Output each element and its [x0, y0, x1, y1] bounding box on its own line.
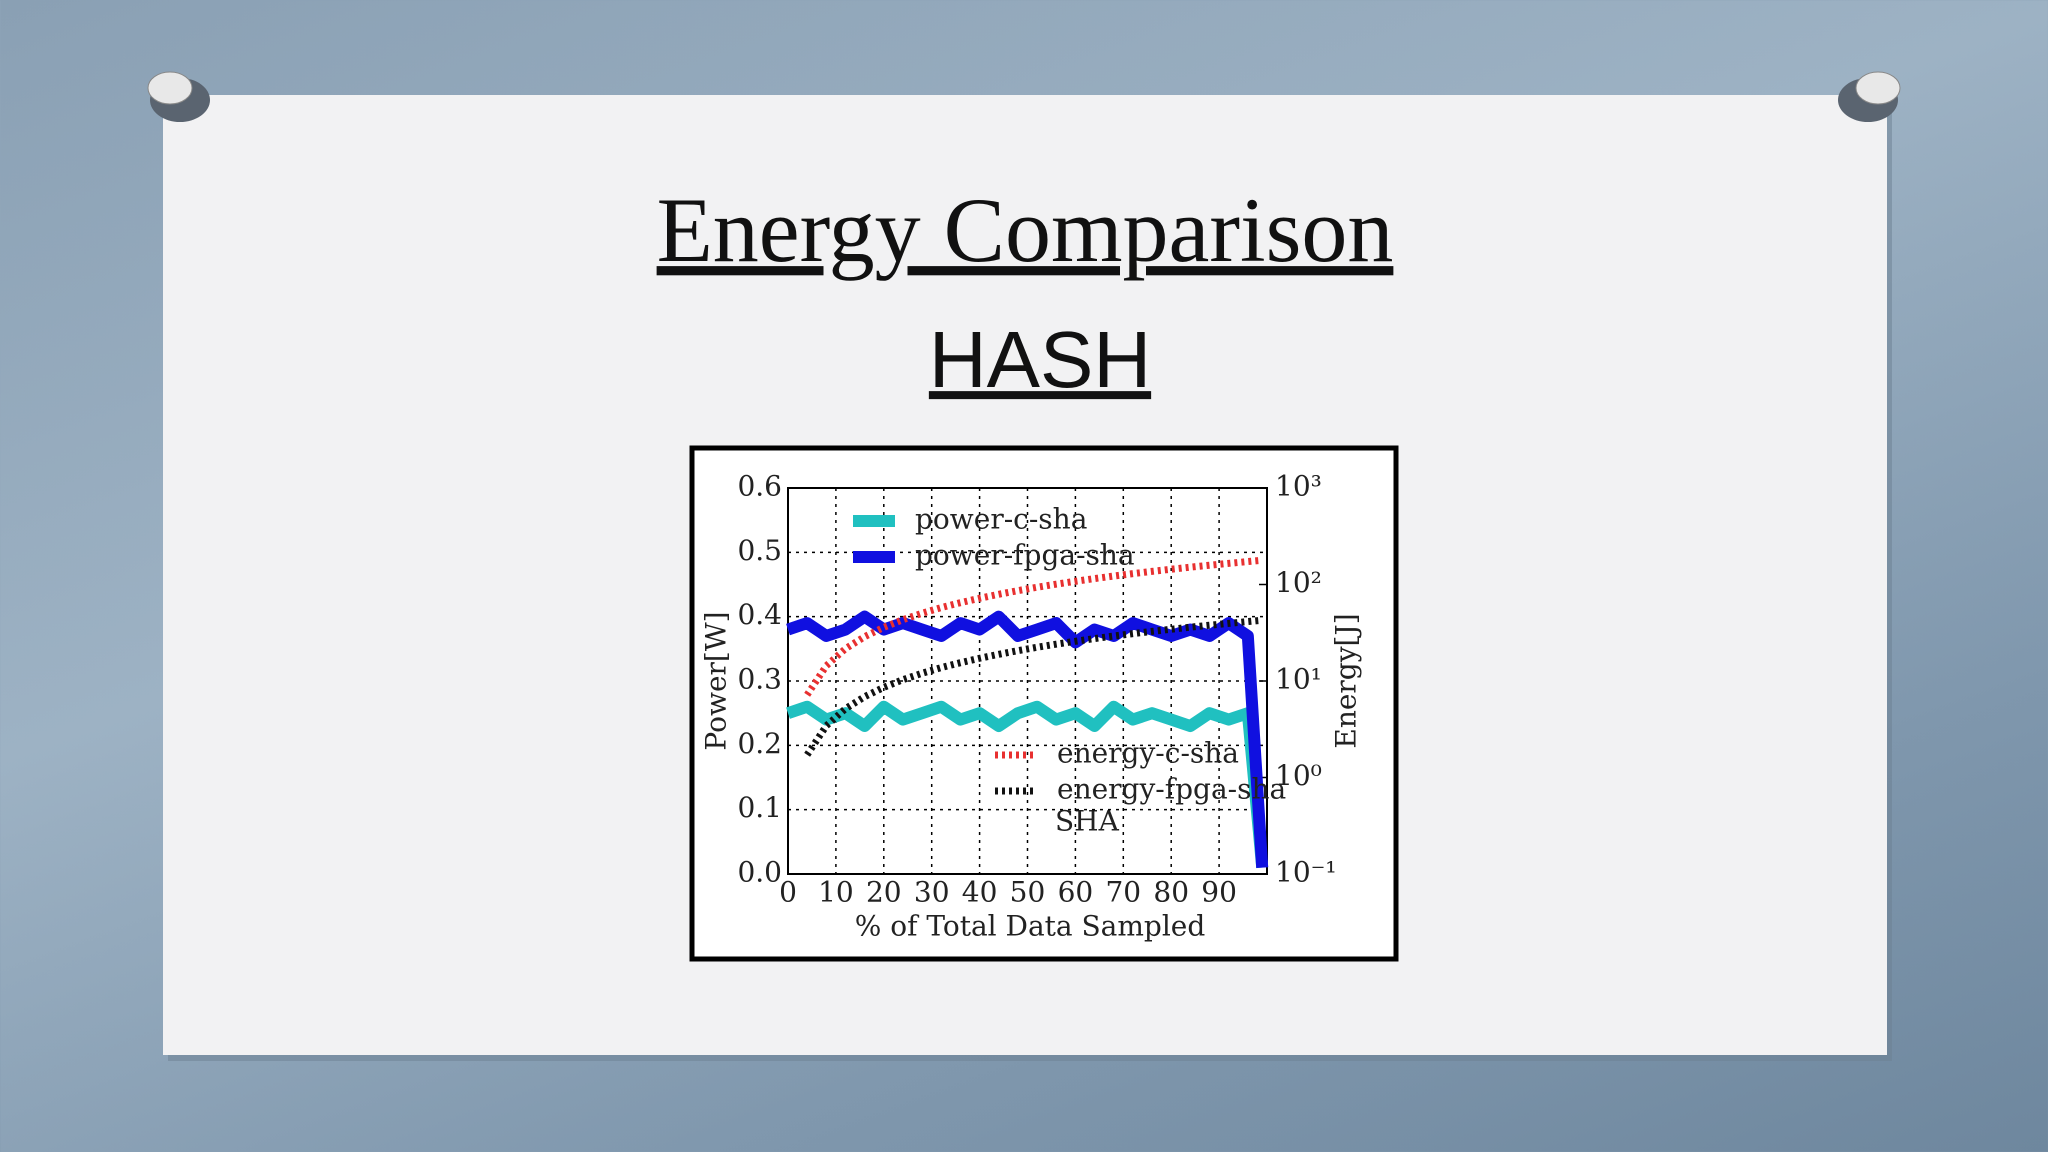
y-tick-label: 0.6: [737, 470, 782, 503]
y2-tick-label: 10⁻¹: [1275, 856, 1337, 889]
y-axis-label: Power[W]: [700, 611, 733, 750]
x-tick-label: 60: [1058, 876, 1094, 909]
y-tick-label: 0.3: [737, 663, 782, 696]
y-tick-label: 0.2: [737, 727, 782, 760]
slide-title: Energy Comparison: [657, 179, 1394, 281]
y2-axis-label: Energy[J]: [1330, 613, 1363, 748]
legend-label: energy-c-sha: [1057, 737, 1239, 770]
y2-tick-label: 10⁰: [1275, 759, 1322, 792]
slide-subtitle: HASH: [929, 315, 1151, 404]
y-tick-label: 0.1: [737, 791, 782, 824]
x-tick-label: 70: [1105, 876, 1141, 909]
legend-label: power-c-sha: [915, 503, 1087, 536]
legend-label: energy-fpga-sha: [1057, 773, 1286, 806]
x-tick-label: 40: [962, 876, 998, 909]
y-tick-label: 0.4: [737, 598, 782, 631]
y-tick-label: 0.0: [737, 856, 782, 889]
y-tick-label: 0.5: [737, 534, 782, 567]
x-tick-label: 10: [818, 876, 854, 909]
plot-frame: [787, 487, 1268, 875]
series-line: [786, 700, 1269, 869]
x-tick-label: 80: [1153, 876, 1189, 909]
x-tick-label: 30: [914, 876, 950, 909]
y2-tick-label: 10²: [1275, 566, 1322, 599]
pin-left: [147, 71, 210, 122]
x-tick-label: 20: [866, 876, 902, 909]
legend-label: power-fpga-sha: [915, 539, 1135, 572]
y2-tick-label: 10³: [1275, 470, 1322, 503]
x-tick-label: 50: [1010, 876, 1046, 909]
y2-tick-label: 10¹: [1275, 663, 1322, 696]
pin-right: [1838, 71, 1901, 122]
x-tick-label: 0: [779, 876, 797, 909]
x-axis-label: % of Total Data Sampled: [855, 910, 1206, 943]
x-tick-label: 90: [1201, 876, 1237, 909]
